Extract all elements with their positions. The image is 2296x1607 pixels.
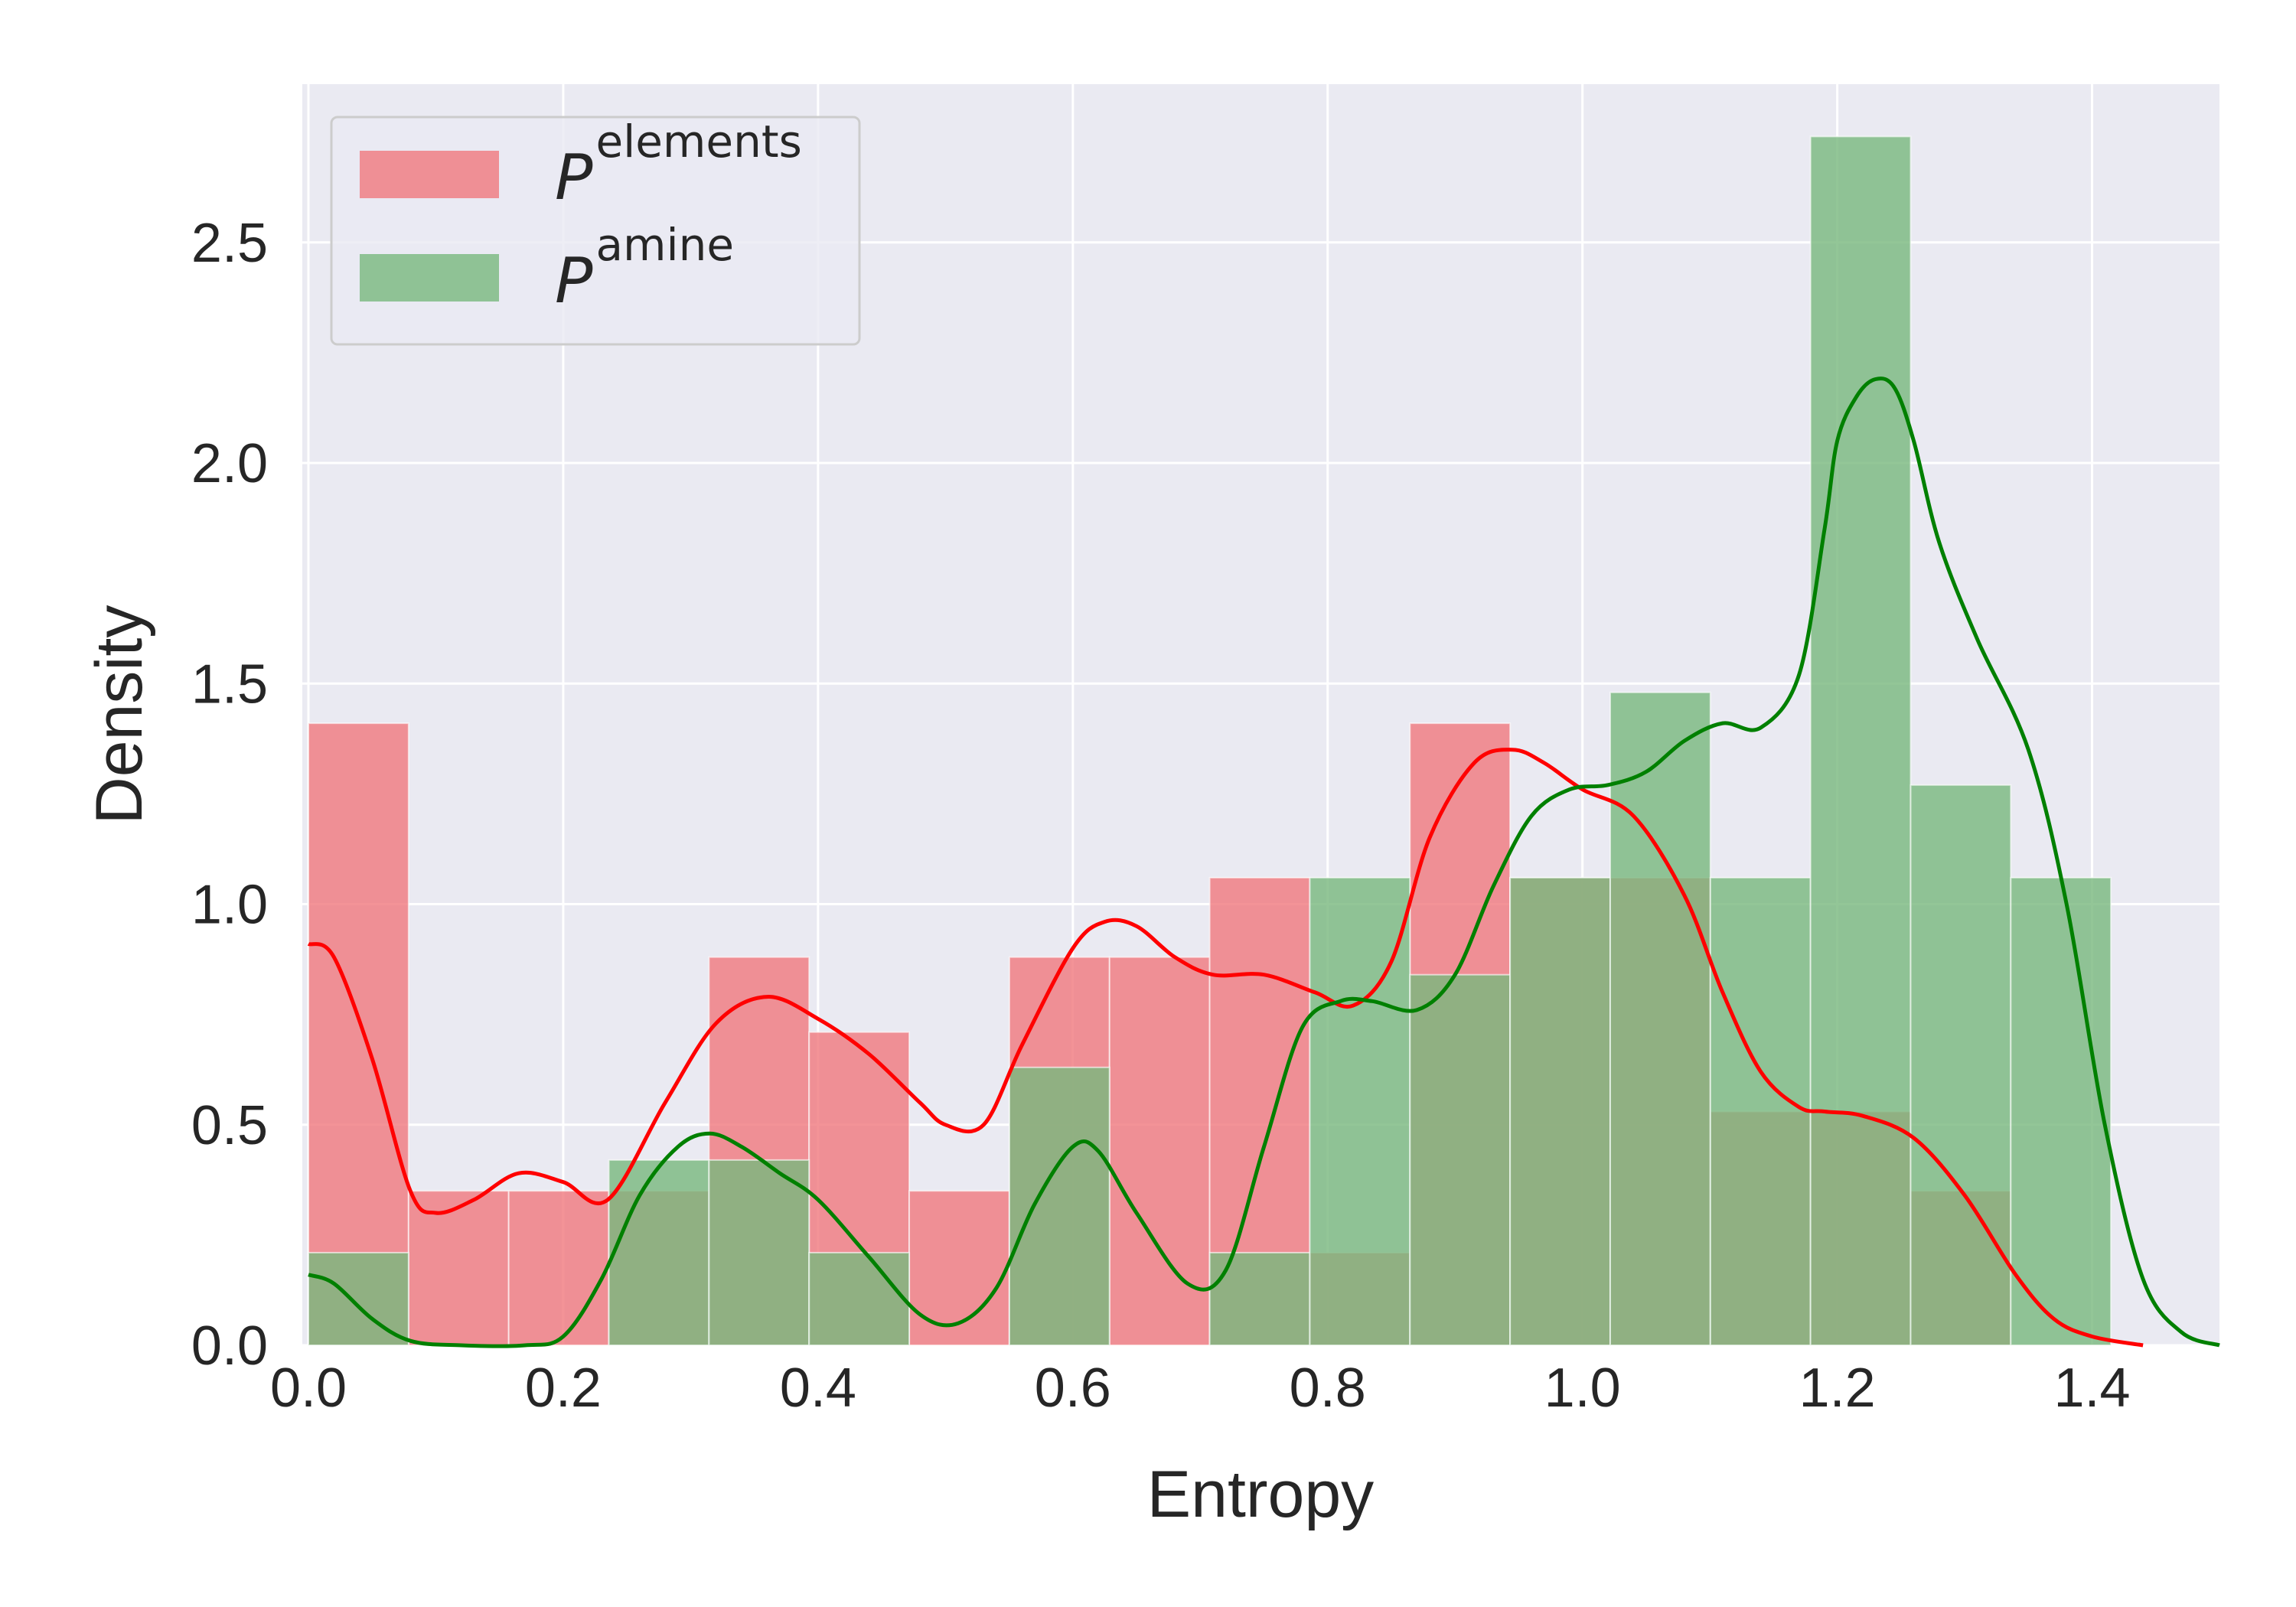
x-tick-label: 0.6 [1035,1358,1111,1419]
bar-elements [507,1190,610,1346]
x-tick-label: 1.0 [1544,1358,1621,1419]
x-axis-ticks: 0.0 0.2 0.4 0.6 0.8 1.0 1.2 1.4 [270,1358,2131,1419]
y-tick-label: 2.0 [191,433,268,494]
bar-amine [308,1251,409,1347]
y-tick-label: 1.0 [191,875,268,936]
bar-amine [1910,784,2012,1346]
legend-swatch-elements [360,151,499,198]
bar-amine [608,1159,710,1346]
bar-amine [1008,1066,1110,1347]
kde-line-amine [308,376,2220,1348]
bar-elements [1108,956,1211,1347]
legend-swatch-amine [360,254,499,302]
y-axis-ticks: 0.0 0.5 1.0 1.5 2.0 2.5 [191,213,268,1377]
bar-amine [1809,135,1912,1346]
x-tick-label: 0.4 [780,1358,856,1419]
bar-amine [1409,973,1512,1346]
x-tick-label: 0.2 [525,1358,602,1419]
legend-label-elements-superscript: elements [595,116,801,168]
bar-amine [1609,691,1711,1346]
bar-amine [1709,876,1812,1347]
legend-label-amine: Pamine [555,219,734,318]
histogram-bars [308,135,2112,1347]
bar-elements [308,722,409,1346]
bar-amine [1509,876,1611,1347]
x-tick-label: 1.4 [2053,1358,2130,1419]
bar-amine [808,1251,911,1347]
bar-amine [708,1159,810,1346]
bar-amine [2010,876,2112,1347]
kde-line-elements [307,748,2144,1348]
y-tick-label: 0.5 [191,1095,268,1156]
legend-label-amine-base: P [555,245,593,318]
y-tick-label: 0.0 [191,1315,268,1377]
x-tick-label: 0.0 [270,1358,347,1419]
x-axis-title: Entropy [1147,1458,1374,1531]
legend-label-elements-base: P [555,142,593,214]
bar-elements [407,1190,510,1346]
x-tick-label: 0.8 [1290,1358,1366,1419]
x-tick-label: 1.2 [1799,1358,1876,1419]
y-axis-title: Density [83,605,156,825]
legend-label-elements: Pelements [555,116,802,214]
y-tick-label: 2.5 [191,213,268,274]
legend-label-amine-superscript: amine [595,219,734,271]
legend: Pelements Pamine [330,116,861,346]
bar-amine [1208,1251,1311,1347]
y-tick-label: 1.5 [191,654,268,715]
kde-curves [307,376,2220,1348]
